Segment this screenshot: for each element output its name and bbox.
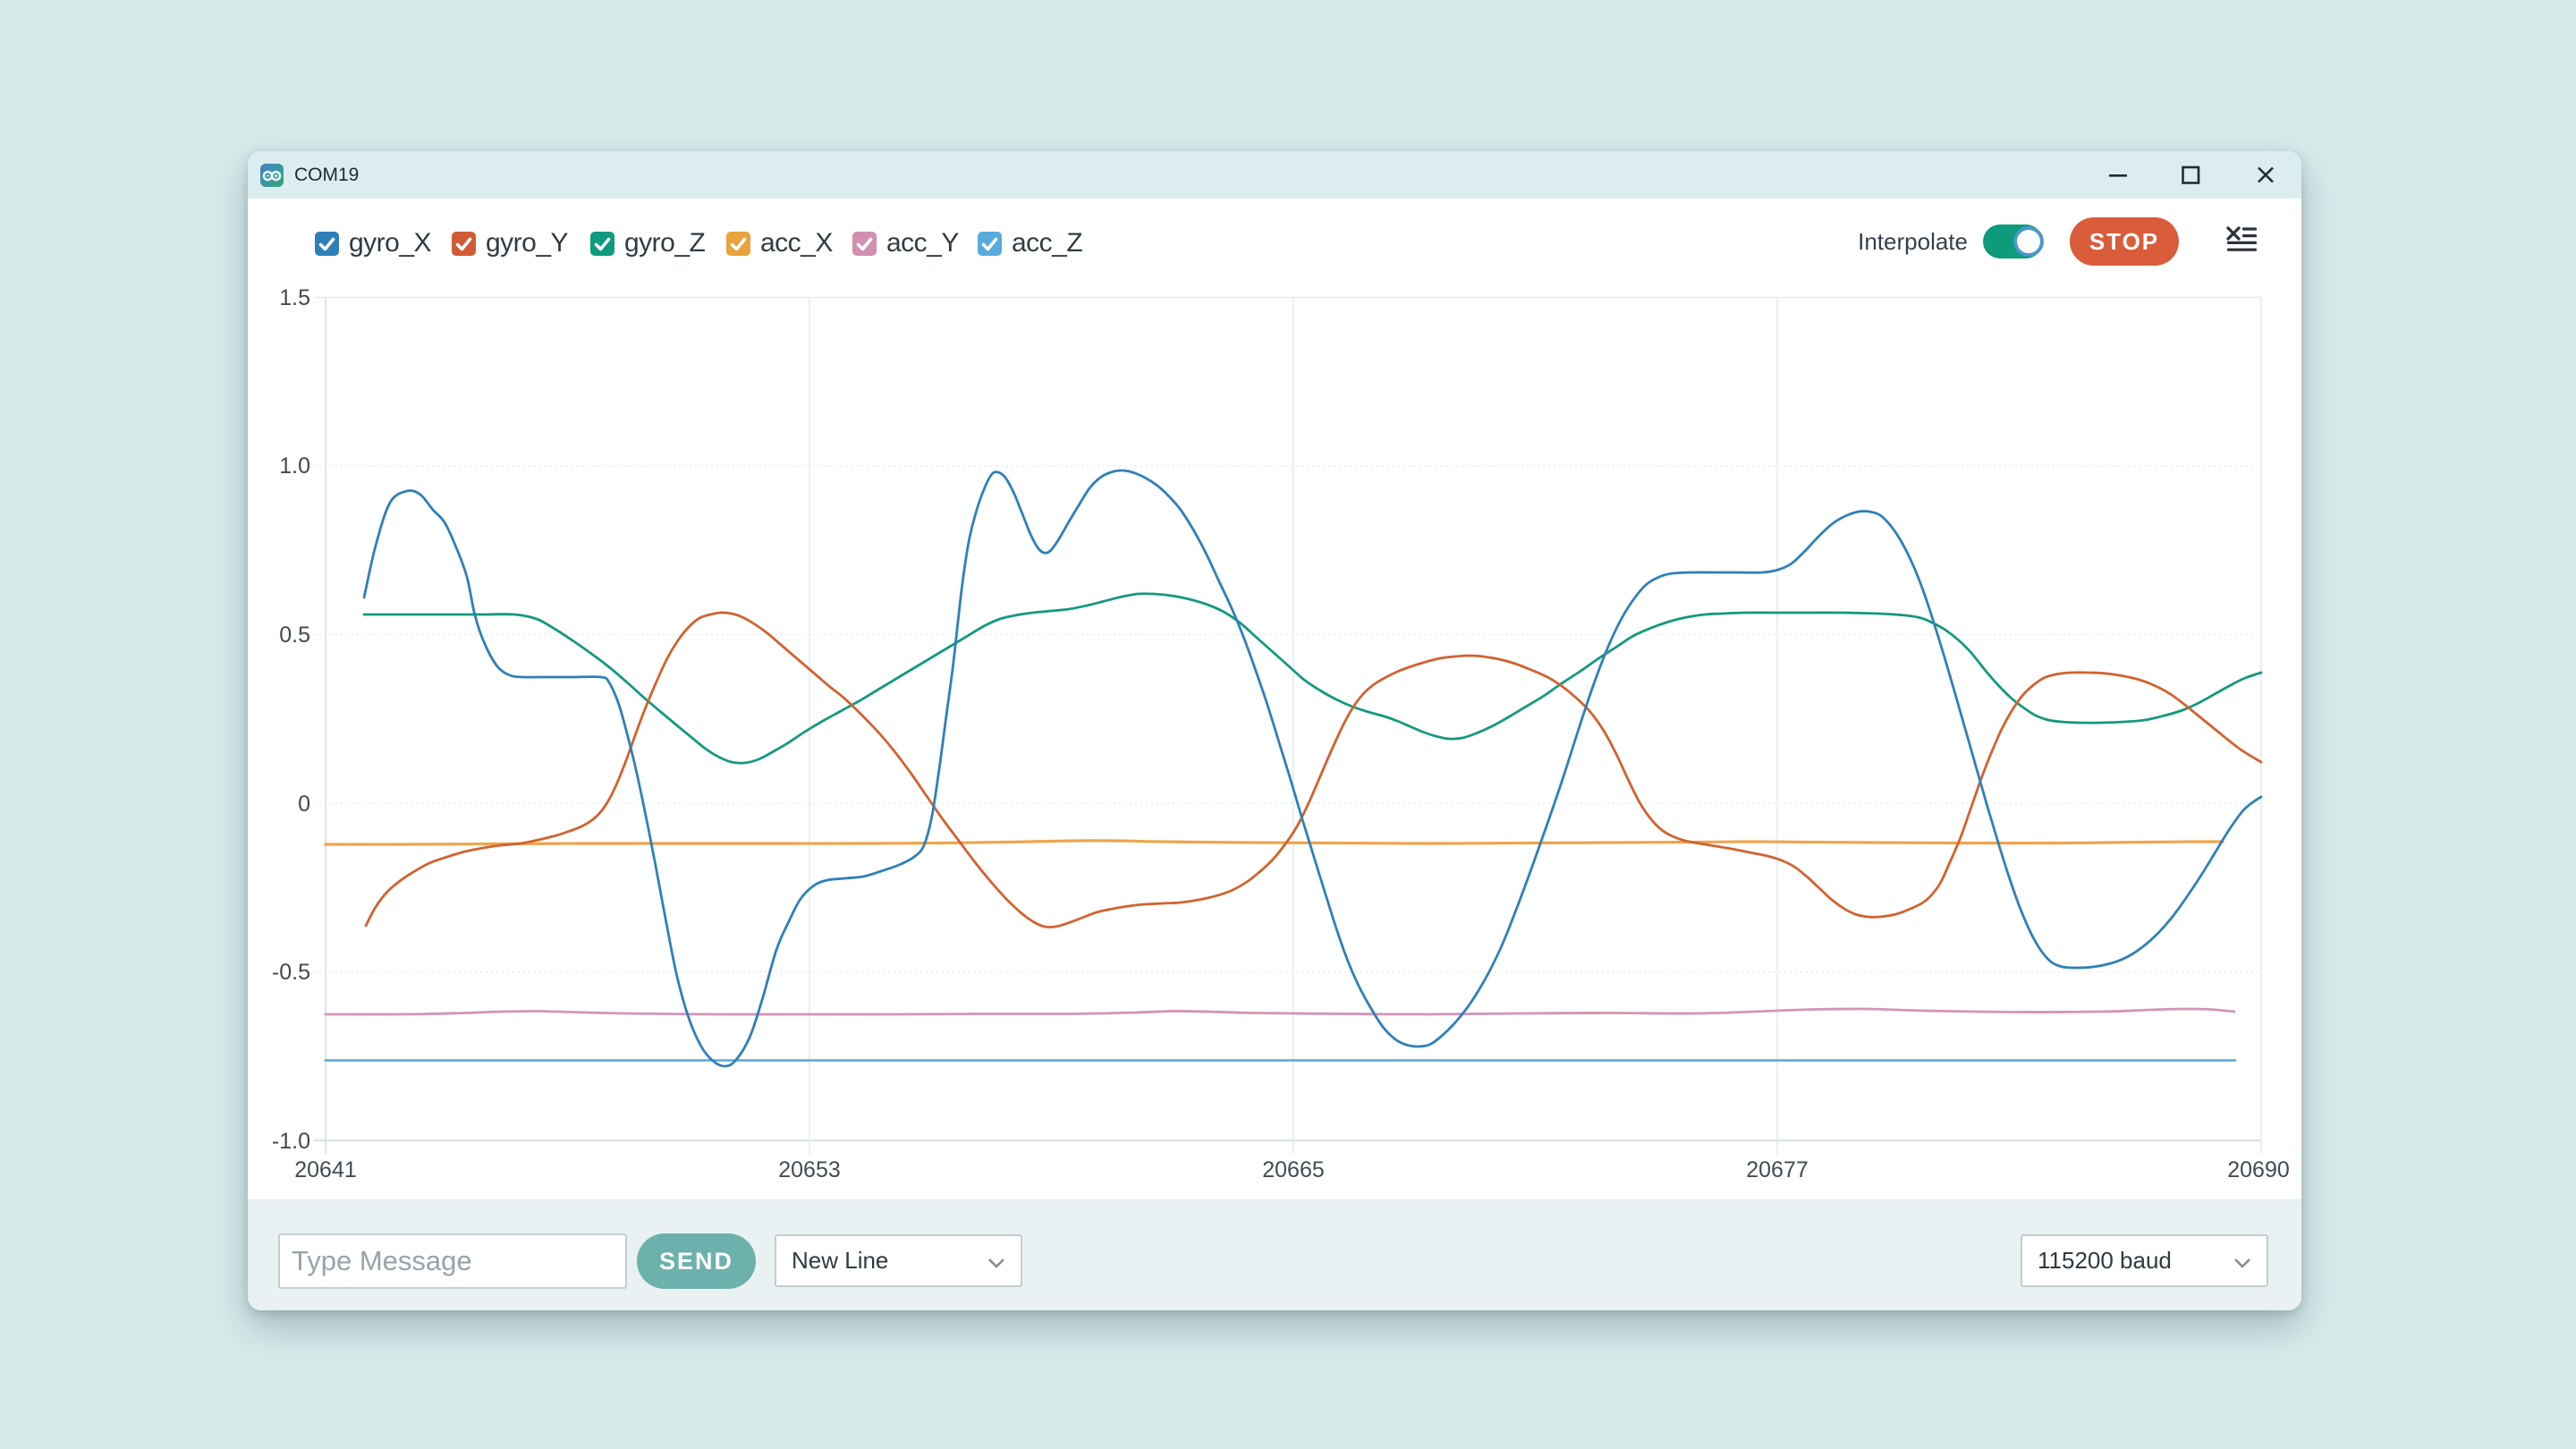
svg-text:0: 0 (298, 792, 310, 817)
svg-text:20677: 20677 (1746, 1157, 1809, 1182)
svg-text:0.5: 0.5 (279, 623, 310, 648)
svg-text:-1.0: -1.0 (272, 1129, 310, 1154)
svg-text:1.5: 1.5 (279, 285, 310, 310)
svg-text:20665: 20665 (1262, 1157, 1325, 1182)
svg-text:20641: 20641 (294, 1157, 357, 1182)
svg-text:1.0: 1.0 (279, 453, 310, 479)
svg-text:20653: 20653 (778, 1157, 841, 1182)
svg-text:-0.5: -0.5 (272, 960, 310, 985)
svg-text:20690: 20690 (2227, 1157, 2290, 1182)
